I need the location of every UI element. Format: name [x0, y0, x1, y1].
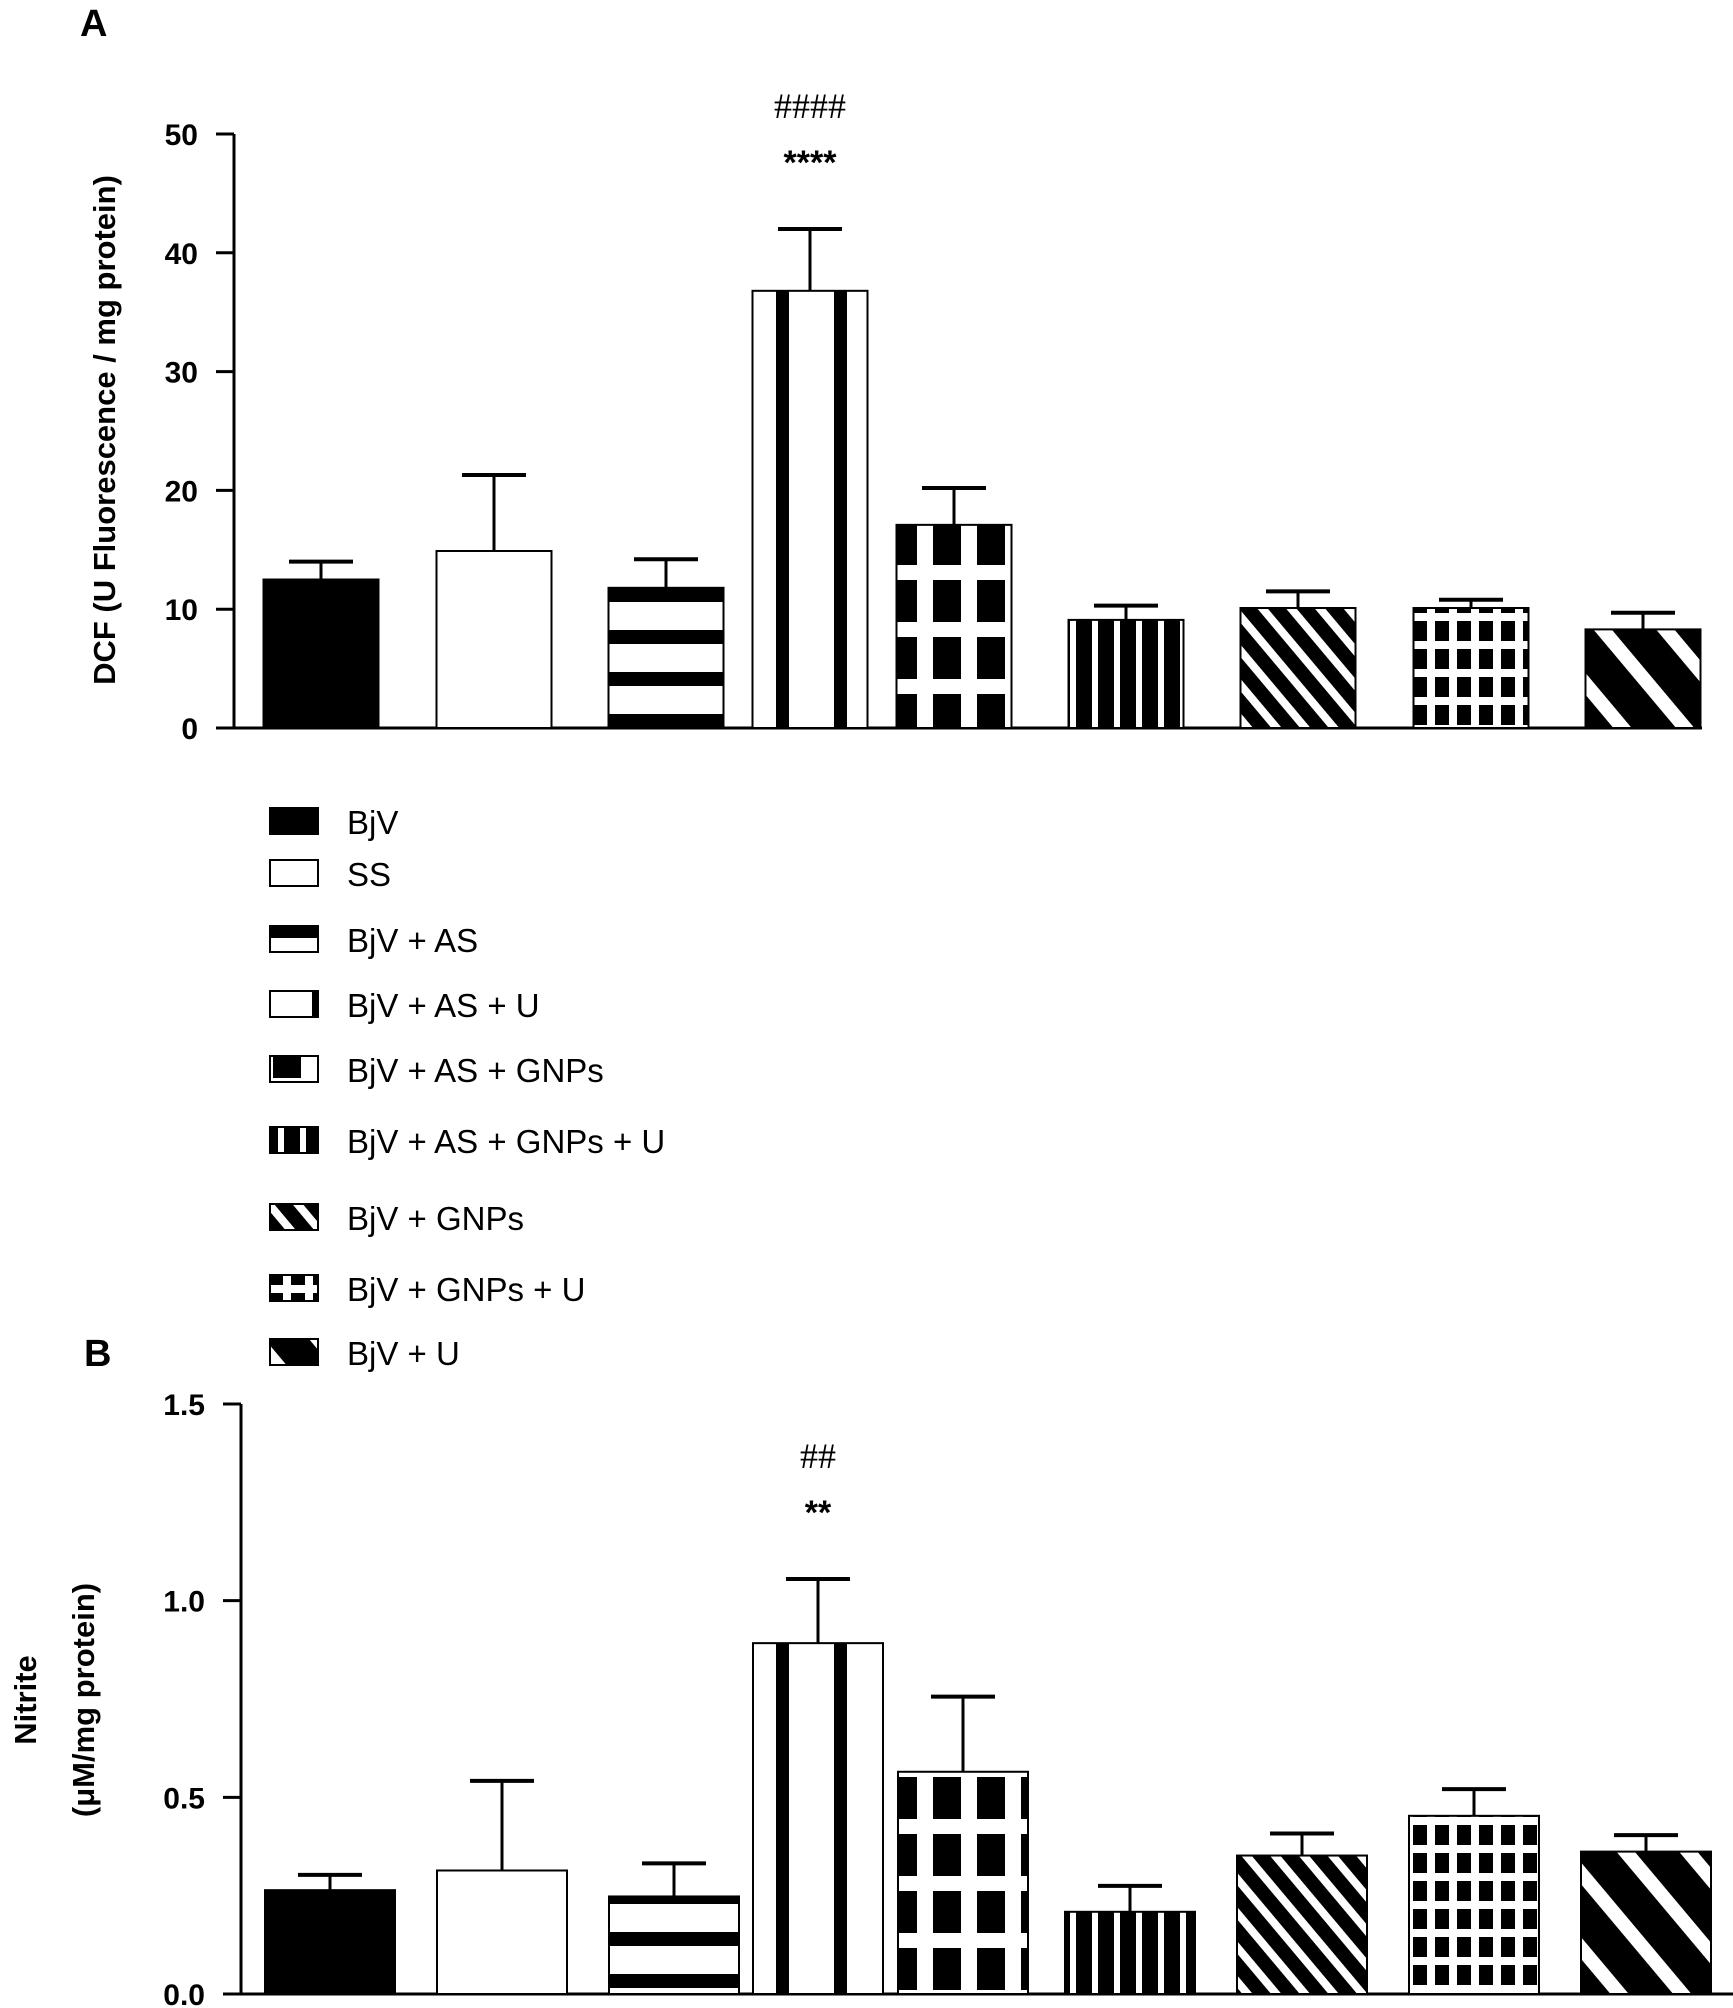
legend-swatch	[269, 1055, 319, 1083]
legend-label: BjV + GNPs + U	[347, 1271, 585, 1308]
legend-item: BjV + AS + GNPs + U	[269, 1123, 665, 1160]
bar-bjv	[264, 1889, 396, 1996]
y-tick-label: 0.0	[163, 1979, 205, 2008]
legend-label: BjV + U	[347, 1335, 460, 1372]
y-axis-title-b-line2: (μM/mg protein)	[66, 1583, 101, 1817]
y-tick-label: 50	[165, 119, 198, 152]
significance-hash: ####	[774, 86, 846, 126]
y-tick-label: 1.5	[163, 1389, 205, 1422]
legend-swatch	[269, 1274, 319, 1302]
legend-swatch	[269, 1203, 319, 1231]
y-tick-label: 0	[181, 713, 198, 746]
panel-label-a: A	[80, 3, 107, 45]
chart-panel-b: 0.0 0.5 1.0 1.5 ## **	[163, 1389, 1733, 2008]
bar-bjv-as-u	[752, 1642, 884, 1995]
bar-bjv-as-gnps	[895, 523, 1013, 729]
legend-label: BjV + AS + U	[347, 987, 540, 1024]
bar-bjv-as-gnps	[897, 1770, 1029, 1996]
y-tick-label: 0.5	[163, 1782, 205, 1815]
bar-bjv-as-u	[751, 289, 869, 729]
chart-panel-a: 0 10 20 30 40 50 #### ****	[165, 86, 1702, 746]
y-tick-label: 40	[165, 238, 198, 271]
bar-bjv-gnps	[1236, 1854, 1368, 1995]
legend-swatch	[269, 807, 319, 835]
legend-swatch	[269, 990, 319, 1018]
legend-label: BjV + AS	[347, 922, 478, 959]
bar-bjv-as-gnps-u	[1064, 1910, 1196, 1995]
bar-bjv-gnps-u	[1412, 607, 1530, 730]
y-axis-title-a: DCF (U Fluorescence / mg protein)	[87, 175, 122, 685]
y-tick-label: 10	[165, 594, 198, 627]
bar-ss	[435, 549, 553, 729]
legend-item: BjV + AS + GNPs	[269, 1052, 604, 1089]
legend-swatch	[269, 925, 319, 953]
legend-item: BjV	[269, 804, 398, 841]
bar-bjv-gnps-u	[1408, 1814, 1540, 1995]
y-tick-label: 1.0	[163, 1586, 205, 1619]
legend-label: BjV + AS + GNPs	[347, 1052, 604, 1089]
y-tick-label: 20	[165, 475, 198, 508]
bar-bjv	[262, 578, 380, 729]
legend-swatch	[269, 1338, 319, 1366]
significance-star: **	[805, 1494, 832, 1532]
legend-label: BjV + GNPs	[347, 1200, 524, 1237]
legend-label: BjV + AS + GNPs + U	[347, 1123, 665, 1160]
legend-label: SS	[347, 856, 391, 893]
bar-ss	[436, 1869, 568, 1995]
legend-item: BjV + AS + U	[269, 987, 540, 1024]
panel-label-b: B	[84, 1333, 111, 1375]
bar-bjv-as	[608, 1895, 740, 1996]
y-tick-label: 30	[165, 357, 198, 390]
legend-item: BjV + GNPs + U	[269, 1271, 585, 1308]
legend: BjV SS BjV + AS BjV + AS + U BjV + AS + GNPs…	[269, 804, 665, 1372]
legend-item: BjV + AS	[269, 922, 478, 959]
significance-hash: ##	[800, 1436, 836, 1476]
bar-bjv-u	[1584, 628, 1702, 729]
y-axis-title-b-line1: Nitrite	[8, 1655, 43, 1745]
legend-label: BjV	[347, 804, 398, 841]
bar-bjv-as	[607, 586, 725, 729]
legend-item: BjV + GNPs	[269, 1200, 524, 1237]
significance-star: ****	[784, 144, 838, 182]
bar-bjv-as-gnps-u	[1067, 618, 1185, 730]
legend-item: BjV + U	[269, 1335, 460, 1372]
legend-item: SS	[269, 856, 391, 893]
bar-bjv-gnps	[1239, 607, 1357, 730]
legend-swatch	[269, 859, 319, 887]
bar-bjv-u	[1580, 1850, 1712, 1995]
legend-swatch	[269, 1126, 319, 1154]
